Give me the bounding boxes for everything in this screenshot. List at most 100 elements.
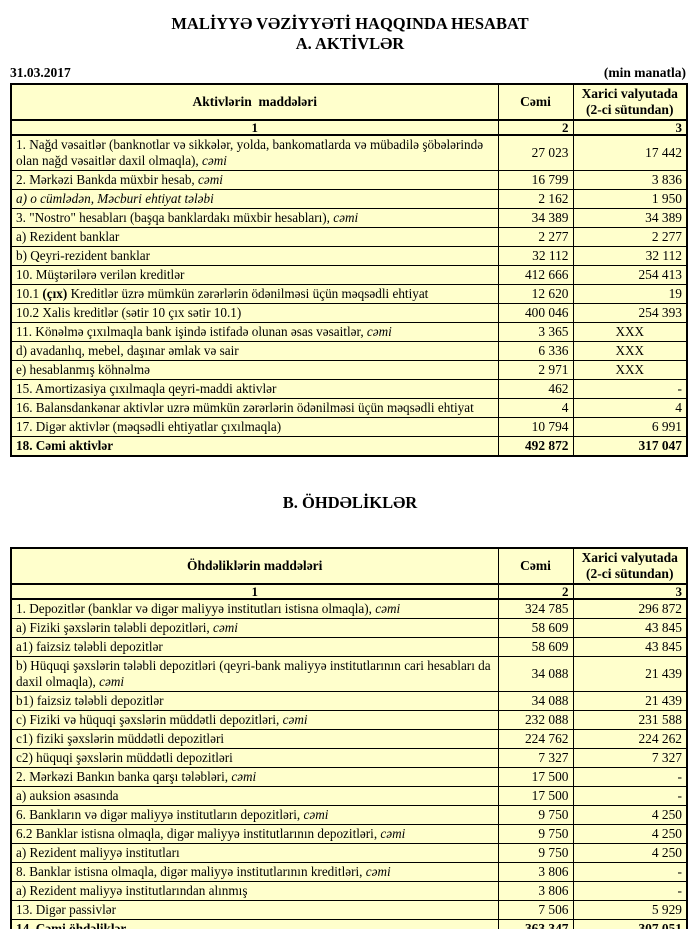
label-text-segment: 6.2 Banklar istisna olmaqla, digər maliy… (16, 826, 381, 841)
cell-item-label: 11. Könəlmə çıxılmaqla bank işində istif… (10, 322, 499, 342)
cell-foreign-currency-value: 4 250 (572, 843, 688, 863)
assets-colnum-row: 1 2 3 (10, 119, 688, 136)
cell-total-value: 32 112 (497, 246, 574, 266)
label-text-segment: 8. Banklar istisna olmaqla, digər maliyy… (16, 864, 366, 879)
cell-foreign-currency-value: - (572, 767, 688, 787)
table-row: d) avadanlıq, mebel, daşınar əmlak və sa… (10, 341, 688, 361)
cell-item-label: 6. Bankların və digər maliyyə institutla… (10, 805, 499, 825)
cell-item-label: 6.2 Banklar istisna olmaqla, digər maliy… (10, 824, 499, 844)
cell-foreign-currency-value: 17 442 (572, 134, 688, 171)
cell-item-label: d) avadanlıq, mebel, daşınar əmlak və sa… (10, 341, 499, 361)
cell-total-value: 400 046 (497, 303, 574, 323)
cell-item-label: 17. Digər aktivlər (məqsədli ehtiyatlar … (10, 417, 499, 437)
cell-total-value: 412 666 (497, 265, 574, 285)
cell-item-label: a1) faizsiz tələbli depozitlər (10, 637, 499, 657)
cell-foreign-currency-value: - (572, 862, 688, 882)
label-text-segment: 6. Bankların və digər maliyyə institutla… (16, 807, 304, 822)
label-text-segment: a1) faizsiz tələbli depozitlər (16, 639, 163, 654)
cell-item-label: a) Fiziki şəxslərin tələbli depozitləri,… (10, 618, 499, 638)
section-b-title: B. ÖHDƏLİKLƏR (282, 493, 418, 512)
table-row: a) auksion əsasında 17 500- (10, 786, 688, 806)
liabilities-col-header-items: Öhdəliklərin maddələri (10, 547, 499, 585)
label-text-segment: 10.1 (16, 286, 43, 301)
table-row: c1) fiziki şəxslərin müddətli depozitlər… (10, 729, 688, 749)
table-row: 17. Digər aktivlər (məqsədli ehtiyatlar … (10, 417, 688, 437)
colnum-3: 3 (572, 583, 688, 600)
cell-foreign-currency-value: 7 327 (572, 748, 688, 768)
label-text-segment: a) Fiziki şəxslərin tələbli depozitləri, (16, 620, 214, 635)
table-row: c2) hüquqi şəxslərin müddətli depozitlər… (10, 748, 688, 768)
label-text-segment: cəmi (231, 769, 257, 784)
cell-item-label: 10.2 Xalis kreditlər (sətir 10 çıx sətir… (10, 303, 499, 323)
cell-total-value: 6 336 (497, 341, 574, 361)
cell-item-label: 2. Mərkəzi Bankda müxbir hesab, cəmi (10, 170, 499, 190)
cell-total-value: 27 023 (497, 134, 574, 171)
cell-item-label: 15. Amortizasiya çıxılmaqla qeyri-maddi … (10, 379, 499, 399)
cell-total-value: 17 500 (497, 767, 574, 787)
table-row: 16. Balansdankənar aktivlər uzrə mümkün … (10, 398, 688, 418)
cell-foreign-currency-value: XXX (572, 322, 688, 342)
liabilities-colnum-row: 1 2 3 (10, 583, 688, 600)
cell-total-value: 3 365 (497, 322, 574, 342)
cell-foreign-currency-value: - (572, 379, 688, 399)
label-text-segment: cəmi (333, 210, 359, 225)
table-row: 11. Könəlmə çıxılmaqla bank işində istif… (10, 322, 688, 342)
cell-total-value: 232 088 (497, 710, 574, 730)
label-text-segment: 2. Mərkəzi Bankda müxbir hesab, (16, 172, 199, 187)
cell-total-value: 34 088 (497, 656, 574, 692)
cell-foreign-currency-value: 254 413 (572, 265, 688, 285)
cell-total-value: 2 971 (497, 360, 574, 380)
label-text-segment: a) Rezident maliyyə institutları (16, 845, 180, 860)
label-text-segment: cəmi (375, 601, 401, 616)
table-row: b) Hüquqi şəxslərin tələbli depozitləri … (10, 656, 688, 692)
label-text-segment: 17. Digər aktivlər (məqsədli ehtiyatlar … (16, 419, 282, 434)
cell-item-label: b) Hüquqi şəxslərin tələbli depozitləri … (10, 656, 499, 692)
table-row: b1) faizsiz tələbli depozitlər 34 088 21 4… (10, 691, 688, 711)
table-row: a1) faizsiz tələbli depozitlər 58 609 43 8… (10, 637, 688, 657)
table-row: c) Fiziki və hüquqi şəxslərin müddətli d… (10, 710, 688, 730)
cell-total-value: 58 609 (497, 637, 574, 657)
cell-total-value: 224 762 (497, 729, 574, 749)
table-row: a) Rezident maliyyə institutlarından alı… (10, 881, 688, 901)
label-text-segment: a) Rezident banklar (16, 229, 120, 244)
label-text-segment: cəmi (213, 620, 238, 635)
cell-item-label: 10. Müştərilərə verilən kreditlər (10, 265, 499, 285)
label-text-segment: 3. "Nostro" hesabları (başqa banklardakı… (16, 210, 334, 225)
cell-foreign-currency-value: 296 872 (572, 598, 688, 619)
cell-foreign-currency-value: 2 277 (572, 227, 688, 247)
label-text-segment: 2. Mərkəzi Bankın banka qarşı tələbləri, (16, 769, 232, 784)
label-text-segment: Kreditlər üzrə mümkün zərərlərin ödənilm… (67, 286, 429, 301)
table-row: 10. Müştərilərə verilən kreditlər 412 666… (10, 265, 688, 285)
label-text-segment: cəmi (380, 826, 406, 841)
liabilities-col-header-foreign: Xarici valyutada (2-ci sütundan) (572, 547, 688, 585)
cell-item-label: a) Rezident banklar (10, 227, 499, 247)
label-text-segment: 1. Nağd vəsaitlər (banknotlar və sikkələ… (16, 137, 484, 168)
colnum-2: 2 (497, 583, 574, 600)
cell-item-label: b1) faizsiz tələbli depozitlər (10, 691, 499, 711)
label-text-segment: b) Qeyri-rezident banklar (16, 248, 151, 263)
cell-total-value: 12 620 (497, 284, 574, 304)
label-text-segment: a) auksion əsasında (16, 788, 119, 803)
table-row: 10.1 (çıx) Kreditlər üzrə mümkün zərərlə… (10, 284, 688, 304)
cell-item-label: 10.1 (çıx) Kreditlər üzrə mümkün zərərlə… (10, 284, 499, 304)
cell-item-label: a) Rezident maliyyə institutlarından alı… (10, 881, 499, 901)
cell-item-label: 3. "Nostro" hesabları (başqa banklardakı… (10, 208, 499, 228)
cell-foreign-currency-value: 34 389 (572, 208, 688, 228)
label-text-segment: 1. Depozitlər (banklar və digər maliyyə … (16, 601, 376, 616)
label-text-segment: 10. Müştərilərə verilən kreditlər (16, 267, 185, 282)
cell-foreign-currency-value: 317 047 (572, 436, 688, 457)
cell-total-value: 58 609 (497, 618, 574, 638)
assets-col-header-total: Cəmi (497, 83, 574, 121)
table-row: 1. Depozitlər (banklar və digər maliyyə … (10, 598, 688, 619)
table-row: 8. Banklar istisna olmaqla, digər maliyy… (10, 862, 688, 882)
table-row: e) hesablanmış köhnəlmə 2 971 XXX (10, 360, 688, 380)
liabilities-col-header-total: Cəmi (497, 547, 574, 585)
cell-foreign-currency-value: 4 250 (572, 824, 688, 844)
cell-total-value: 363 347 (497, 919, 574, 929)
cell-foreign-currency-value: XXX (572, 341, 688, 361)
cell-item-label: e) hesablanmış köhnəlmə (10, 360, 499, 380)
table-row: 15. Amortizasiya çıxılmaqla qeyri-maddi … (10, 379, 688, 399)
table-row: 2. Mərkəzi Bankda müxbir hesab, cəmi 16 7… (10, 170, 688, 190)
table-row: a) Fiziki şəxslərin tələbli depozitləri,… (10, 618, 688, 638)
